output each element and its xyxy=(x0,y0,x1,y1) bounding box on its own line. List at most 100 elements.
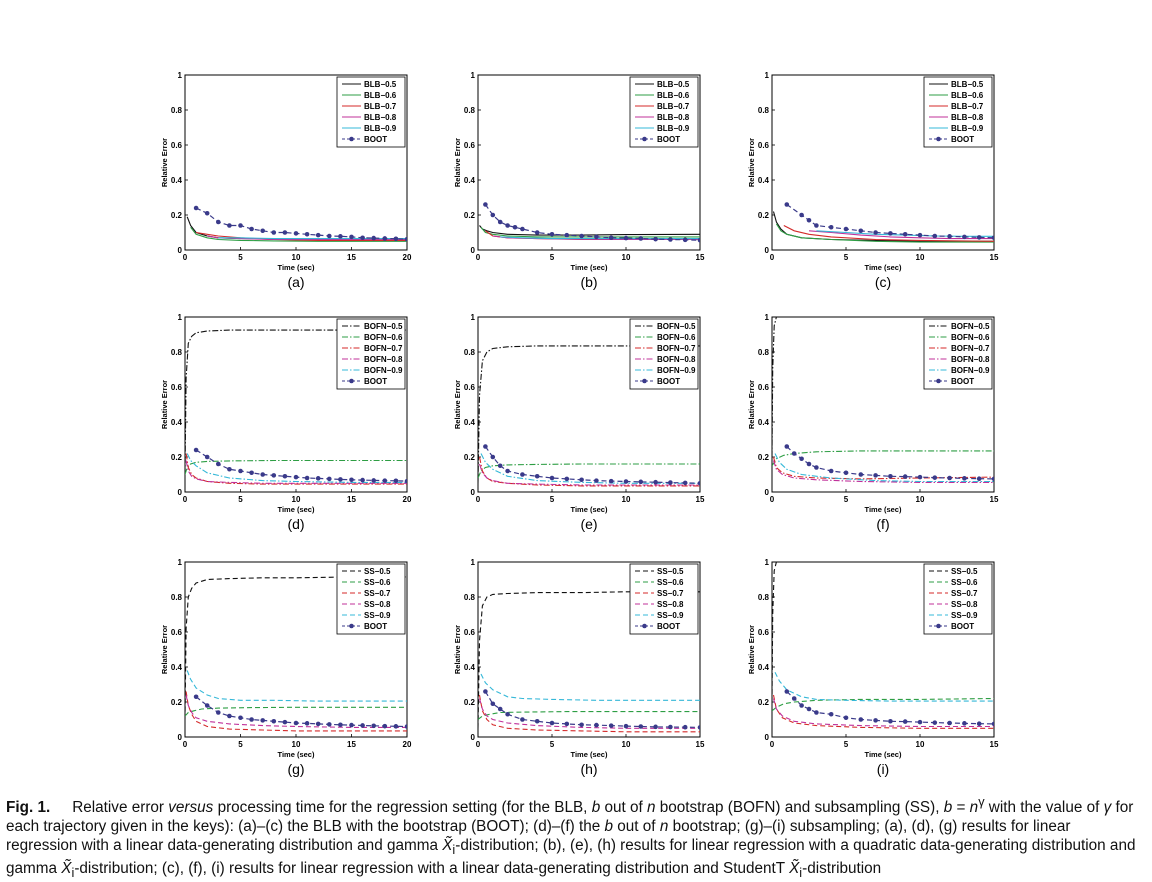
series-group xyxy=(772,562,994,729)
series-point-BOOT xyxy=(799,456,804,462)
legend-entry-label: SS−0.9 xyxy=(951,611,978,620)
series-point-BOOT xyxy=(932,233,938,239)
series-point-BOOT xyxy=(638,479,644,485)
x-tick-label: 5 xyxy=(550,495,555,504)
caption-fragment: n xyxy=(646,799,656,817)
legend: BOFN−0.5 BOFN−0.6 BOFN−0.7 BOFN−0.8 BOFN−0.9… xyxy=(629,318,699,390)
y-tick-label: 0.4 xyxy=(758,176,770,185)
y-tick-label: 0.6 xyxy=(464,628,476,637)
series-point-BOOT xyxy=(382,478,388,483)
series-line-0.7 xyxy=(772,694,994,729)
x-tick-label: 20 xyxy=(403,253,412,262)
legend-entry-label: SS−0.7 xyxy=(657,589,684,598)
series-line-0.6 xyxy=(478,711,700,720)
x-tick-label: 15 xyxy=(347,740,356,749)
series-line-0.8 xyxy=(478,698,700,729)
series-point-BOOT xyxy=(216,461,221,467)
series-point-BOOT xyxy=(505,711,510,717)
y-tick-label: 0.6 xyxy=(171,383,183,392)
legend-marker xyxy=(642,378,647,384)
legend-marker xyxy=(936,378,941,384)
series-point-BOOT xyxy=(888,473,893,479)
series-point-BOOT xyxy=(249,470,254,476)
series-point-BOOT xyxy=(360,723,365,728)
x-axis-label: Time (sec) xyxy=(278,505,315,514)
series-point-BOOT xyxy=(327,233,332,239)
series-point-BOOT xyxy=(193,205,199,211)
series-point-BOOT xyxy=(579,233,584,239)
series-point-BOOT xyxy=(382,236,388,241)
legend-entry-label: BLB−0.6 xyxy=(657,91,690,100)
series-point-BOOT xyxy=(349,722,354,728)
legend-entry-label: BOOT xyxy=(657,377,680,386)
plot-area xyxy=(771,74,995,251)
series-line-0.8 xyxy=(478,463,700,486)
series-point-BOOT xyxy=(393,724,399,729)
series-point-BOOT xyxy=(483,202,488,207)
series-point-BOOT xyxy=(490,212,496,218)
series-point-BOOT xyxy=(828,468,834,474)
legend-entry-label: SS−0.5 xyxy=(657,567,684,576)
series-line-0.5 xyxy=(479,225,700,236)
x-axis-label: Time (sec) xyxy=(865,263,902,272)
panel-label: (h) xyxy=(580,761,597,777)
series-point-BOOT xyxy=(238,468,243,474)
series-point-BOOT xyxy=(697,725,700,730)
legend-marker xyxy=(642,136,647,142)
x-tick-label: 0 xyxy=(476,253,481,262)
x-tick-label: 0 xyxy=(476,495,481,504)
x-tick-label: 0 xyxy=(770,495,775,504)
x-tick-label: 5 xyxy=(238,495,243,504)
series-group xyxy=(186,205,407,242)
x-tick-label: 5 xyxy=(238,740,243,749)
series-line-0.8 xyxy=(772,698,994,728)
legend-entry-label: SS−0.7 xyxy=(951,589,978,598)
y-axis-label: Relative Error xyxy=(453,138,462,187)
legend: SS−0.5 SS−0.6 SS−0.7 SS−0.8 SS−0.9 BOOT xyxy=(336,563,406,635)
legend-entry-label: BOOT xyxy=(951,622,974,631)
series-point-BOOT xyxy=(549,720,555,726)
legend-entry-label: SS−0.5 xyxy=(364,567,391,576)
y-tick-label: 1 xyxy=(765,558,770,567)
series-point-BOOT xyxy=(799,703,804,708)
series-point-BOOT xyxy=(843,226,849,232)
x-axis-label: Time (sec) xyxy=(571,750,608,759)
caption-fragment: out of xyxy=(600,799,647,817)
caption-fragment: out of xyxy=(613,818,660,836)
caption-fragment: bootstrap; (g)–(i) subsampling; (a), (d)… xyxy=(6,818,1071,855)
series-point-BOOT xyxy=(799,212,804,218)
series-point-BOOT xyxy=(490,454,496,460)
series-point-BOOT xyxy=(282,719,288,725)
legend-entry-label: BOFN−0.6 xyxy=(657,333,696,342)
series-point-BOOT xyxy=(806,461,812,467)
legend-entry-label: SS−0.9 xyxy=(657,611,684,620)
series-line-0.6 xyxy=(772,450,994,467)
series-line-0.7 xyxy=(185,691,407,732)
x-tick-label: 10 xyxy=(292,253,301,262)
caption-fragment: i xyxy=(452,842,456,858)
x-tick-label: 20 xyxy=(403,740,412,749)
x-tick-label: 15 xyxy=(696,495,705,504)
y-axis-label: Relative Error xyxy=(747,380,756,429)
y-tick-label: 0.2 xyxy=(464,698,476,707)
series-point-BOOT xyxy=(902,231,908,237)
legend-entry-label: BOFN−0.6 xyxy=(364,333,403,342)
series-point-BOOT xyxy=(315,721,321,727)
legend-entry-label: BOFN−0.8 xyxy=(951,355,990,364)
series-point-BOOT xyxy=(594,722,599,728)
series-point-BOOT xyxy=(976,235,982,240)
y-tick-label: 0.8 xyxy=(171,106,183,115)
legend-entry-label: BOOT xyxy=(364,377,387,386)
legend: BOFN−0.5 BOFN−0.6 BOFN−0.7 BOFN−0.8 BOFN−0.9… xyxy=(923,318,993,390)
series-point-BOOT xyxy=(227,223,232,228)
legend-entry-label: BOFN−0.7 xyxy=(951,344,990,353)
series-line-0.6 xyxy=(185,459,407,475)
series-point-BOOT xyxy=(791,451,797,456)
series-point-BOOT xyxy=(902,474,908,479)
series-point-BOOT xyxy=(315,476,321,481)
series-point-BOOT xyxy=(791,696,797,701)
series-point-BOOT xyxy=(579,477,584,483)
series-line-BOOT xyxy=(786,204,994,239)
series-point-BOOT xyxy=(371,478,377,483)
